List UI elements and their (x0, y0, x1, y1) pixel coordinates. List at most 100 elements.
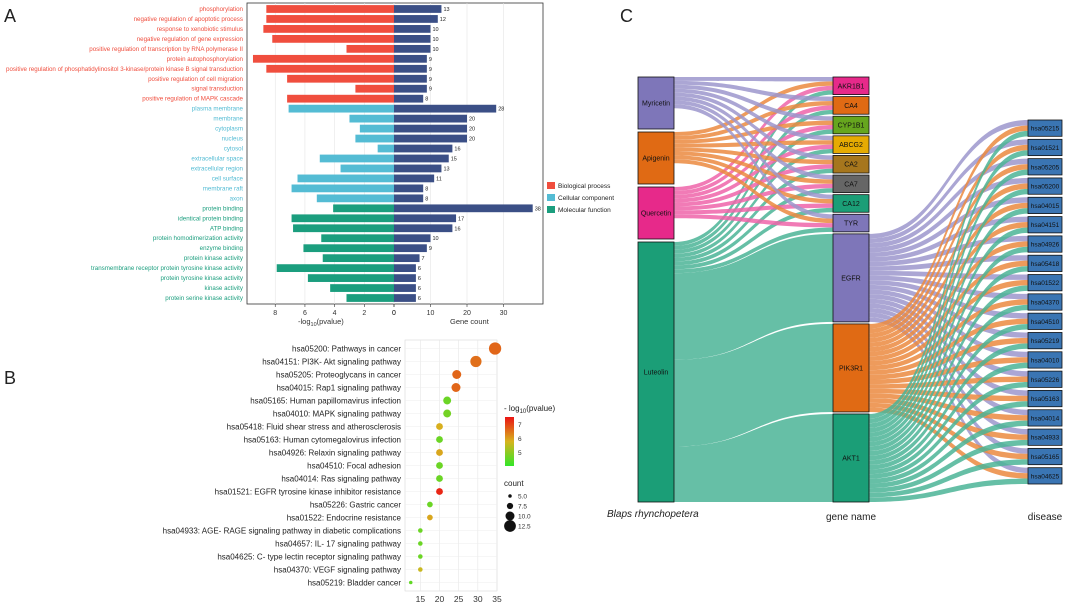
flow-gene-disease (869, 304, 1028, 461)
flow-gene-disease (869, 120, 1028, 239)
pathway-label: hsa05205: Proteoglycans in cancer (276, 371, 401, 380)
term-label: membrane raft (203, 185, 244, 192)
term-label: cytosol (224, 146, 243, 153)
color-legend-tick: 5 (518, 450, 522, 457)
go-enrichment-bar-chart: 13 phosphorylation 12 negative regulation o… (6, 2, 614, 328)
flow-gene-disease (869, 183, 1028, 343)
flow-gene-disease (869, 459, 1028, 498)
disease-node-label: hsa05163 (1031, 396, 1060, 403)
flow-gene-disease (869, 362, 1028, 475)
bar-gene-count (394, 144, 453, 153)
term-label: positive regulation of transcription by … (89, 46, 243, 53)
pathway-label: hsa04010: MAPK signaling pathway (273, 410, 401, 419)
flow-source-gene (674, 77, 833, 82)
count-label: 17 (458, 216, 464, 222)
source-node-label: Apigenin (642, 156, 669, 163)
size-legend-dot (506, 502, 514, 510)
flow-gene-disease (869, 439, 1028, 493)
bar-pvalue (322, 254, 394, 263)
pathway-label: hsa04151: PI3K- Akt signaling pathway (262, 358, 401, 367)
pathway-point (436, 475, 443, 482)
pathway-point (418, 541, 423, 546)
bar-pvalue (276, 264, 394, 273)
flow-source-gene (674, 207, 833, 270)
pathway-point (409, 580, 413, 585)
flow-source-gene (674, 188, 833, 266)
gene-node-label: ABCG2 (839, 142, 863, 149)
term-label: transmembrane receptor protein tyrosine … (91, 265, 244, 272)
flow-source-gene (674, 233, 833, 360)
legend-swatch (547, 206, 555, 213)
bar-gene-count (394, 194, 424, 203)
size-legend-label: 7.5 (518, 504, 527, 511)
count-label: 9 (429, 246, 432, 252)
term-label: phosphorylation (199, 6, 243, 13)
bar-pvalue (252, 54, 394, 63)
flow-gene-disease (869, 343, 1028, 470)
disease-node (1027, 467, 1063, 485)
source-node-label: Luteolin (644, 370, 669, 377)
pathway-label: hsa05219: Bladder cancer (308, 579, 402, 588)
gene-node-label: CA2 (844, 162, 858, 169)
count-label: 6 (418, 276, 421, 282)
term-label: protein tyrosine kinase activity (160, 275, 243, 282)
disease-node-label: hsa04933 (1031, 435, 1060, 442)
x-tick-label: 25 (454, 594, 464, 604)
bar-pvalue (263, 25, 394, 33)
flow-gene-disease (869, 169, 1028, 428)
legend-swatch (547, 182, 555, 189)
term-label: axon (230, 195, 244, 202)
bar-pvalue (307, 274, 394, 282)
flow-source-gene (674, 81, 833, 136)
left-tick-label: 0 (392, 310, 396, 317)
term-label: protein autophosphorylation (167, 56, 244, 63)
size-legend-label: 10.0 (518, 514, 531, 521)
flow-gene-disease (869, 130, 1028, 419)
x-tick-label: 20 (435, 594, 445, 604)
flow-gene-disease (869, 266, 1028, 452)
bar-gene-count (394, 34, 431, 43)
disease-node (1027, 428, 1063, 446)
term-label: cytoplasm (215, 126, 243, 133)
pathway-point (436, 423, 443, 430)
bar-gene-count (394, 254, 420, 263)
bar-pvalue (346, 44, 394, 53)
term-label: protein kinase activity (184, 255, 244, 262)
left-tick-label: 8 (273, 310, 277, 317)
term-label: negative regulation of apoptotic process (134, 16, 243, 23)
left-axis-title: -log10(pvalue) (298, 317, 344, 328)
count-label: 9 (429, 77, 432, 83)
bar-gene-count (394, 54, 427, 63)
pathway-label: hsa05200: Pathways in cancer (292, 345, 401, 354)
disease-node (1027, 158, 1063, 176)
flow-source-gene (674, 144, 833, 203)
gene-node (832, 323, 870, 413)
count-label: 20 (469, 127, 475, 133)
disease-node (1027, 216, 1063, 234)
panel-label-a: A (4, 6, 16, 26)
gene-node-label: AKT1 (842, 455, 860, 462)
term-label: ATP binding (210, 225, 244, 232)
count-label: 28 (498, 107, 504, 113)
sankey-diagram: Myricetin Apigenin Quercetin Luteolin AKR1B1… (607, 76, 1063, 523)
gene-node-label: EGFR (841, 275, 860, 282)
flow-source-gene (674, 183, 833, 211)
plot-area (246, 2, 544, 305)
disease-node-label: hsa05219 (1031, 338, 1060, 345)
flow-gene-disease (869, 420, 1028, 489)
column-label-middle: gene name (826, 512, 876, 523)
pathway-label: hsa04657: IL- 17 signaling pathway (275, 540, 401, 549)
bar-gene-count (394, 94, 424, 103)
term-label: identical protein binding (178, 215, 244, 222)
bar-gene-count (394, 284, 416, 292)
count-label: 16 (454, 147, 460, 153)
count-label: 38 (535, 206, 541, 212)
term-label: positive regulation of MAPK cascade (142, 96, 243, 103)
disease-node (1027, 274, 1063, 292)
term-label: negative regulation of gene expression (137, 36, 244, 43)
gene-node-label: TYR (844, 221, 858, 228)
bar-gene-count (394, 294, 416, 302)
disease-node (1027, 119, 1063, 137)
disease-node-label: hsa04510 (1031, 319, 1060, 326)
